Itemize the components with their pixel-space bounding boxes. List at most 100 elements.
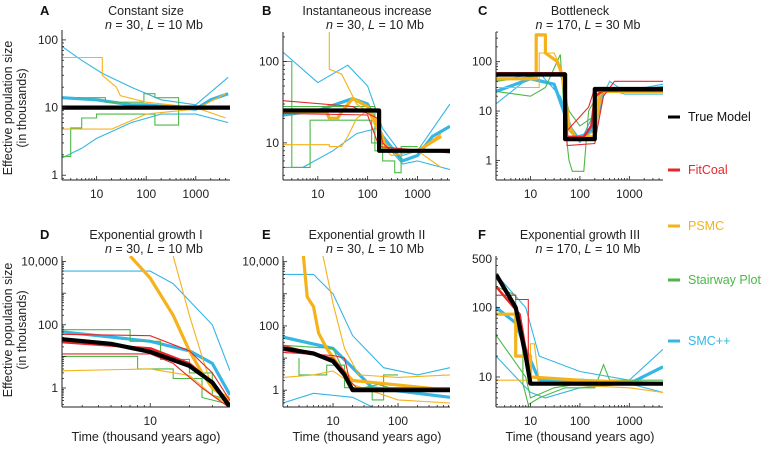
panel-subtitle: n = 170, L = 10 Mb <box>536 242 641 256</box>
smcpp-replicate-line <box>62 113 229 159</box>
x-tick-label: 10 <box>90 187 104 201</box>
stairway-replicate-line <box>496 285 663 406</box>
stairway-replicate-line <box>62 107 230 157</box>
fitcoal-replicate-line <box>283 351 450 391</box>
y-tick-label: 10,000 <box>242 255 279 269</box>
smcpp-replicate-line <box>496 273 663 381</box>
panel-d: D Exponential growth In = 30, L = 10 Mb 10… <box>21 227 230 429</box>
x-tick-label: 1000 <box>616 187 643 201</box>
legend-label: SMC++ <box>688 334 730 348</box>
fitcoal-replicate-line <box>62 353 229 407</box>
y-axis-label-bottom-line1: Effective population size <box>1 263 15 398</box>
legend-label: FitCoal <box>688 163 728 177</box>
x-tick-label: 100 <box>570 414 590 428</box>
y-tick-label: 10,000 <box>21 255 58 269</box>
y-tick-label: 10 <box>479 104 493 118</box>
panel-letter: E <box>262 227 271 242</box>
x-tick-label: 1000 <box>616 414 643 428</box>
y-tick-label: 100 <box>259 319 279 333</box>
panel-title: Constant size <box>108 4 184 18</box>
legend-item-true: True Model <box>668 110 751 124</box>
x-tick-label: 100 <box>358 187 378 201</box>
legend: True Model FitCoal PSMC Stairway Plot SMC++ <box>668 110 761 348</box>
panel-letter: D <box>40 227 49 242</box>
x-tick-label: 10 <box>524 187 538 201</box>
y-tick-label: 10 <box>479 370 493 384</box>
psmc-replicate-line <box>62 93 226 130</box>
true-model-line <box>496 74 663 140</box>
psmc-replicate-line <box>496 52 663 142</box>
plot-area <box>496 273 663 406</box>
y-tick-label: 100 <box>472 300 492 314</box>
x-tick-label: 100 <box>570 187 590 201</box>
smcpp-replicate-line <box>62 45 229 106</box>
true-model-line <box>283 347 450 391</box>
panel-e: E Exponential growth IIn = 30, L = 10 Mb 1… <box>242 227 450 428</box>
psmc-replicate-line <box>62 368 230 405</box>
panel-subtitle: n = 30, L = 10 Mb <box>326 242 424 256</box>
x-tick-label: 1000 <box>404 187 431 201</box>
plot-area <box>62 45 230 159</box>
x-tick-label: 10 <box>524 414 538 428</box>
stairway-replicate-line <box>62 355 230 406</box>
panel-subtitle: n = 30, L = 10 Mb <box>105 242 203 256</box>
smcpp-replicate-line <box>62 270 230 371</box>
panel-subtitle: n = 30, L = 10 Mb <box>326 18 424 32</box>
x-axis-label-d: Time (thousand years ago) <box>72 430 221 444</box>
smcpp-replicate-line <box>283 273 450 376</box>
stairway-replicate-line <box>76 93 180 108</box>
panel-letter: C <box>478 3 488 18</box>
fitcoal-replicate-line <box>283 100 450 152</box>
plot-area <box>62 256 230 429</box>
smcpp-mean-line <box>62 92 229 111</box>
stairway-replicate-line <box>496 54 663 172</box>
x-tick-label: 10 <box>144 414 158 428</box>
fitcoal-replicate-line <box>62 333 230 401</box>
true-model-line <box>496 274 663 385</box>
panel-subtitle: n = 30, L = 10 Mb <box>105 18 203 32</box>
panel-title: Exponential growth II <box>309 228 426 242</box>
legend-item-smcpp: SMC++ <box>668 334 730 348</box>
y-tick-label: 100 <box>472 55 492 69</box>
psmc-mean-line <box>301 256 450 392</box>
panel-letter: B <box>262 3 271 18</box>
plot-area <box>283 256 450 407</box>
x-tick-label: 10 <box>311 187 325 201</box>
x-tick-label: 100 <box>388 414 408 428</box>
y-tick-label: 1 <box>51 381 58 395</box>
y-tick-label: 1 <box>485 153 492 167</box>
psmc-replicate-line <box>283 370 450 404</box>
smcpp-replicate-line <box>496 75 663 144</box>
panel-letter: F <box>478 227 486 242</box>
y-tick-label: 100 <box>259 54 279 68</box>
panel-title: Exponential growth III <box>520 228 640 242</box>
legend-label: Stairway Plot <box>688 273 761 287</box>
y-axis-label-bottom-line2: (in thousands) <box>15 290 29 369</box>
panel-title: Exponential growth I <box>89 228 202 242</box>
smcpp-replicate-line <box>283 392 373 407</box>
smcpp-replicate-line <box>496 355 663 399</box>
y-tick-label: 100 <box>38 33 58 47</box>
x-tick-label: 100 <box>136 187 156 201</box>
smcpp-replicate-line <box>62 410 221 429</box>
y-tick-label: 10 <box>45 101 59 115</box>
y-tick-label: 1 <box>272 383 279 397</box>
plot-area <box>496 33 663 172</box>
x-axis-label-e: Time (thousand years ago) <box>293 430 442 444</box>
plot-area <box>283 32 450 174</box>
x-tick-label: 1000 <box>182 187 209 201</box>
panel-title: Instantaneous increase <box>302 4 431 18</box>
legend-label: PSMC <box>688 219 724 233</box>
legend-item-fitcoal: FitCoal <box>668 163 728 177</box>
true-model-line <box>283 110 450 152</box>
psmc-mean-line <box>496 33 663 139</box>
legend-item-psmc: PSMC <box>668 219 724 233</box>
y-axis-label-top-line2: (in thousands) <box>15 68 29 147</box>
x-axis-label-f: Time (thousand years ago) <box>506 430 655 444</box>
legend-item-stairway: Stairway Plot <box>668 273 761 287</box>
x-tick-label: 10 <box>326 414 340 428</box>
